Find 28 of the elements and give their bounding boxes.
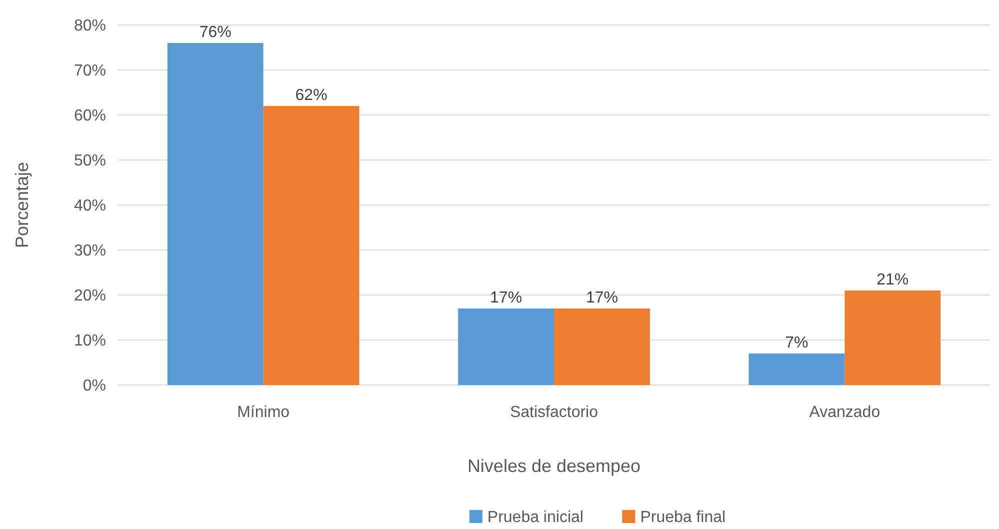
data-label: 62% — [295, 87, 328, 104]
bar — [458, 308, 554, 385]
legend-label: Prueba final — [640, 509, 726, 526]
y-tick-label: 0% — [82, 378, 106, 395]
bar — [554, 308, 650, 385]
bar — [263, 106, 360, 385]
data-label: 76% — [199, 24, 232, 41]
y-tick-label: 80% — [74, 18, 106, 35]
x-axis-title: Niveles de desempeo — [467, 456, 641, 476]
x-tick-label: Satisfactorio — [510, 404, 598, 421]
bar — [844, 290, 941, 385]
y-tick-label: 30% — [74, 242, 106, 260]
y-axis-title: Porcentaje — [12, 162, 32, 248]
x-tick-label: Mínimo — [237, 404, 290, 421]
data-label: 7% — [785, 334, 808, 352]
y-tick-label: 70% — [74, 62, 106, 80]
data-label: 17% — [586, 290, 618, 306]
y-tick-label: 10% — [74, 332, 106, 350]
y-tick-label: 20% — [74, 288, 106, 305]
x-tick-label: Avanzado — [809, 404, 880, 421]
data-label: 17% — [490, 290, 522, 306]
data-label: 21% — [876, 272, 909, 288]
y-tick-label: 60% — [74, 108, 106, 125]
bar — [167, 43, 264, 385]
legend-label: Prueba inicial — [487, 509, 584, 526]
y-tick-label: 40% — [74, 198, 106, 215]
y-tick-label: 50% — [74, 152, 106, 170]
bar — [748, 354, 845, 385]
